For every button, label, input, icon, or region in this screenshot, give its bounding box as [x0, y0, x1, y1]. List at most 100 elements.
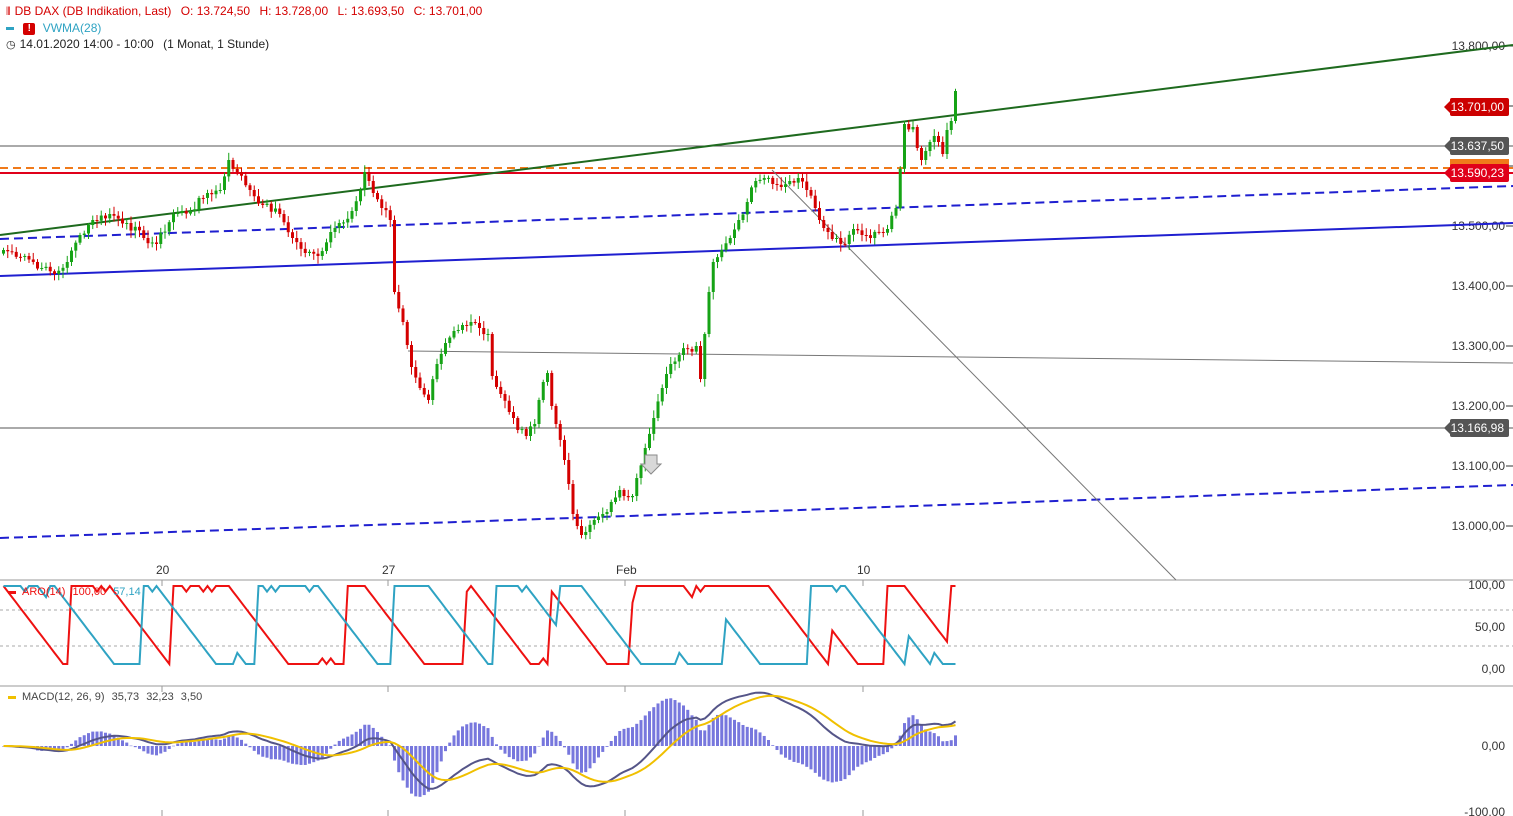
instrument-name: DB DAX (DB Indikation, Last): [14, 4, 172, 18]
candle-body: [473, 322, 477, 323]
candle-body: [860, 230, 864, 235]
macd-tick-0: 0,00: [1482, 739, 1506, 753]
macd-histogram-bar: [431, 746, 435, 783]
macd-histogram-bar: [771, 745, 775, 746]
hist-value: 3,50: [180, 691, 203, 703]
signal-line: [3, 694, 956, 783]
candle-body: [707, 292, 711, 334]
candle-body: [248, 185, 252, 190]
aroon-panel[interactable]: 100,00 50,00 0,00: [0, 578, 1513, 676]
macd-histogram-bar: [308, 746, 311, 764]
macd-histogram-bar: [507, 746, 511, 758]
drawn-lines[interactable]: [0, 44, 1513, 581]
candle-body: [660, 388, 664, 402]
macd-histogram-bar: [371, 727, 375, 746]
macd-histogram-bar: [206, 738, 209, 746]
candle-body: [728, 238, 732, 244]
candle-body: [737, 220, 741, 230]
candle-body: [61, 267, 65, 271]
macd-histogram-bar: [949, 740, 953, 746]
candle-body: [588, 524, 592, 532]
candle-body: [342, 222, 345, 224]
candle-body: [146, 238, 150, 244]
candle-body: [567, 460, 571, 484]
macd-histogram-bar: [533, 746, 537, 754]
candle-body: [223, 176, 226, 190]
candle-body: [813, 195, 817, 208]
candle-body: [163, 231, 167, 233]
macd-histogram-bar: [707, 724, 711, 746]
price-label-last: 13.701,00: [1444, 98, 1509, 116]
x-tick-feb: Feb: [616, 563, 637, 577]
candle-body: [597, 516, 600, 520]
macd-histogram-bar: [750, 727, 753, 746]
macd-histogram-bar: [359, 728, 362, 746]
macd-histogram-bar: [176, 743, 180, 746]
candle-body: [422, 388, 426, 395]
chart-header: ⫴ DB DAX (DB Indikation, Last) O: 13.724,…: [6, 4, 482, 19]
macd-histogram-bar: [461, 726, 464, 746]
candle-body: [469, 322, 473, 326]
macd-histogram-bar: [694, 719, 698, 746]
candle-body: [376, 193, 379, 200]
macd-histogram-bar: [291, 746, 294, 764]
candle-body: [677, 355, 681, 362]
macd-histogram-bar: [388, 745, 392, 746]
green-uptrend-line: [0, 44, 1513, 236]
aroon-down-line: [3, 584, 956, 667]
macd-histogram-bar: [397, 746, 401, 773]
down-arrow-icon[interactable]: [639, 454, 663, 475]
macd-histogram-bar: [210, 739, 214, 746]
macd-histogram-bar: [490, 736, 494, 746]
candle-body: [482, 328, 486, 335]
candle-body: [890, 215, 894, 229]
x-tick-10: 10: [857, 563, 871, 577]
candle-body: [10, 251, 14, 253]
macd-histogram-bar: [70, 743, 73, 746]
macd-histogram-bar: [648, 711, 651, 746]
candle-body: [214, 190, 218, 195]
candle-body: [291, 232, 294, 238]
candle-body: [949, 121, 953, 130]
candle-body: [27, 256, 31, 260]
candle-body: [388, 210, 392, 220]
panel-frame: [0, 579, 1513, 687]
candle-body: [112, 214, 116, 216]
candle-body: [172, 214, 175, 223]
y-tick-13300: 13.300,00: [1452, 339, 1506, 353]
candle-body: [363, 172, 367, 190]
macd-histogram-bar: [337, 740, 341, 746]
candle-body: [193, 209, 197, 211]
candle-body: [57, 270, 61, 274]
macd-histogram-bar: [558, 741, 562, 746]
candle-body: [155, 242, 158, 244]
candle-body: [142, 230, 146, 238]
macd-histogram-bar: [478, 723, 481, 746]
macd-histogram-bar: [873, 746, 877, 758]
macd-y-axis: 0,00 -100,00: [1464, 739, 1505, 816]
macd-panel[interactable]: 0,00 -100,00: [2, 691, 1505, 816]
macd-histogram-bar: [847, 746, 851, 776]
macd-histogram-bar: [197, 740, 201, 746]
period-interval: (1 Monat, 1 Stunde): [163, 37, 270, 51]
macd-histogram-bar: [941, 741, 945, 746]
candle-body: [108, 214, 112, 219]
warning-icon[interactable]: !: [23, 22, 36, 35]
open-value: O: 13.724,50: [180, 4, 251, 18]
macd-histogram-bar: [699, 730, 702, 746]
macd-histogram-bar: [74, 740, 78, 746]
candle-body: [690, 349, 694, 352]
candle-body: [261, 203, 265, 205]
candle-body: [907, 124, 911, 130]
candle-body: [91, 220, 95, 226]
aroon-name: ARO(14): [22, 586, 66, 598]
macd-histogram-bar: [881, 746, 885, 755]
macd-histogram: [2, 698, 957, 797]
candle-body: [784, 184, 787, 187]
candle-body: [911, 127, 915, 130]
macd-histogram-bar: [418, 746, 422, 797]
macd-histogram-bar: [724, 715, 728, 746]
candle-body: [563, 439, 566, 460]
candle-body: [775, 184, 779, 185]
